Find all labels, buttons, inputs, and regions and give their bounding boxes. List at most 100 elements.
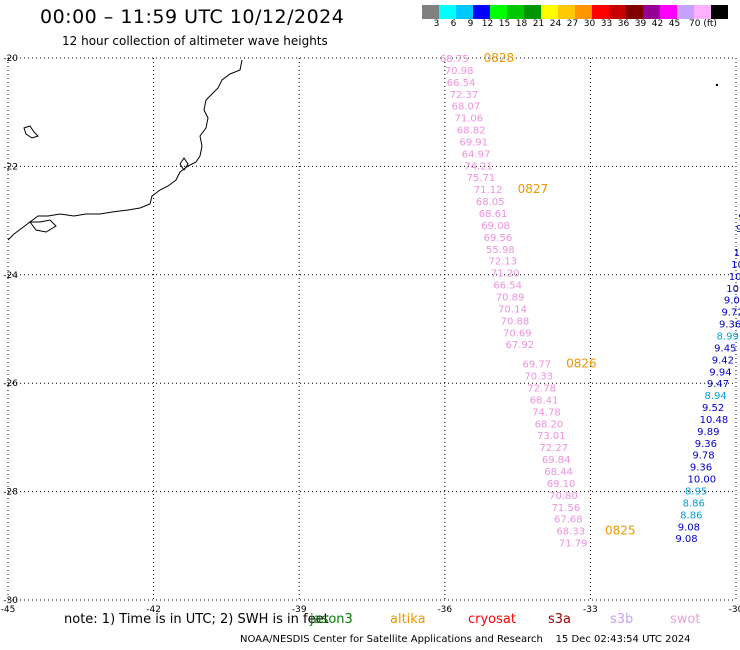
wave-height-value: 68.07	[452, 102, 481, 113]
wave-height-value: 69.84	[542, 455, 571, 466]
colorbar-swatch	[711, 5, 728, 19]
track-time-labels: 082808270826082509430	[484, 51, 636, 538]
colorbar-swatch	[490, 5, 507, 19]
colorbar-swatch	[507, 5, 524, 19]
lon-tick-label: -42	[146, 605, 161, 615]
lat-tick-label: -22	[3, 162, 18, 172]
wave-height-value: 70.80	[549, 491, 578, 502]
wave-height-value: 68.05	[476, 197, 505, 208]
wave-height-value: 69.77	[522, 360, 551, 371]
satellite-legend-item: altika	[390, 612, 426, 627]
wave-height-value: 10.01	[726, 284, 740, 295]
wave-height-value: 75.71	[467, 173, 496, 184]
wave-height-value: 71.20	[491, 269, 520, 280]
colorbar-labels: 3 6 9 12 15 18 21 24 27 30 33 36 39 42 45 70 (ft)	[428, 19, 729, 29]
colorbar-swatch	[422, 5, 439, 19]
island-1	[23, 125, 39, 139]
wave-height-value: 67.92	[505, 340, 534, 351]
wave-height-value: 10.00	[687, 475, 716, 486]
colorbar-swatch	[643, 5, 660, 19]
wave-height-value: 68.75	[440, 54, 469, 65]
lon-tick-label: -39	[292, 605, 307, 615]
wave-height-value: 9.08	[675, 534, 697, 545]
wave-height-value: 66.54	[447, 78, 476, 89]
wave-height-value: 9.08	[678, 522, 700, 533]
wave-height-value: 72.13	[488, 257, 517, 268]
wave-height-value: 10.47	[731, 260, 740, 271]
wave-height-value: 9.89	[697, 427, 719, 438]
wave-height-value: 8.99	[717, 332, 739, 343]
lat-tick-label: -28	[3, 488, 18, 498]
wave-height-value: 72.37	[450, 90, 479, 101]
wave-height-value: 69.08	[481, 221, 510, 232]
wave-height-value: 69.10	[547, 479, 576, 490]
wave-height-value: 70.98	[445, 66, 474, 77]
coastline	[7, 59, 719, 241]
wave-height-value: 9.36	[690, 463, 712, 474]
colorbar-label: 21	[532, 19, 545, 29]
map-title: 00:00 – 11:59 UTC 10/12/2024	[40, 6, 345, 28]
coastline-lagoon	[29, 219, 57, 233]
colorbar-label: 24	[549, 19, 562, 29]
island-dot	[715, 83, 719, 87]
wave-height-value: 55.98	[486, 245, 515, 256]
colorbar-swatch	[439, 5, 456, 19]
wave-height-value: 9.05	[724, 296, 740, 307]
lat-tick-label: -20	[3, 54, 18, 64]
colorbar-label: 42	[651, 19, 664, 29]
wave-height-value: 69.56	[484, 233, 513, 244]
wave-height-value: 8.95	[685, 487, 707, 498]
wave-height-value: 8.86	[680, 510, 702, 521]
colorbar-label: 12	[481, 19, 494, 29]
colorbar-label: 45	[668, 19, 681, 29]
lon-tick-label: -30	[729, 605, 740, 615]
wave-height-value: 9.45	[714, 343, 736, 354]
wave-height-value: 66.54	[493, 281, 522, 292]
lon-tick-label: -36	[437, 605, 452, 615]
colorbar-swatch	[473, 5, 490, 19]
colorbar-swatch	[541, 5, 558, 19]
wave-height-value: 9.36	[719, 320, 740, 331]
colorbar-label: 39	[634, 19, 647, 29]
wave-height-value: 73.01	[537, 431, 566, 442]
wave-height-value: 9.52	[702, 403, 724, 414]
colorbar-label: 18	[515, 19, 528, 29]
satellite-legend-item: s3b	[610, 612, 634, 627]
coastline-path	[7, 59, 243, 241]
credits-text: NOAA/NESDIS Center for Satellite Applica…	[240, 634, 691, 645]
track-blue: 11.11.11.9.811.310.111.010.779.9511.5110…	[675, 212, 740, 545]
wave-height-value: 10.48	[700, 415, 729, 426]
wave-height-value: 70.33	[524, 372, 553, 383]
pass-time-label: 0828	[484, 51, 515, 65]
wave-height-value: 9.47	[707, 379, 729, 390]
wave-height-value: 69.91	[459, 137, 488, 148]
colorbar-label: 27	[566, 19, 579, 29]
lon-tick-label: -45	[1, 605, 16, 615]
wave-height-value: 74.21	[464, 161, 493, 172]
colorbar-swatches	[422, 5, 729, 19]
wave-height-value: 10.95	[729, 272, 740, 283]
colorbar-swatch	[524, 5, 541, 19]
colorbar-swatch	[660, 5, 677, 19]
wave-height-value: 68.61	[479, 209, 508, 220]
lat-tick-label: -26	[3, 379, 18, 389]
wave-height-value: 9.88	[738, 212, 740, 223]
axis-tick-labels: -45 -42 -39 -36 -33 -30 -20 -22 -24 -26 -28 -30	[1, 54, 740, 615]
wave-height-value: 71.79	[559, 539, 588, 550]
colorbar-label: 30	[583, 19, 596, 29]
satellite-legend-item: cryosat	[468, 612, 516, 627]
wave-height-value: 70.89	[496, 292, 525, 303]
satellite-legend-item: jason3	[310, 612, 353, 627]
wave-height-value: 72.27	[539, 443, 568, 454]
colorbar-label: 70 (ft)	[689, 19, 717, 29]
wave-height-value: 9.72	[721, 308, 740, 319]
wave-height-value: 68.33	[556, 527, 585, 538]
colorbar-legend: 3 6 9 12 15 18 21 24 27 30 33 36 39 42 45 70 (ft)	[422, 5, 729, 29]
pass-time-label: 0825	[605, 524, 636, 538]
colorbar-label: 6	[450, 19, 457, 29]
pass-time-label: 0827	[518, 182, 549, 196]
track-pink: 68.7570.9866.5472.3768.0771.0668.8269.91…	[440, 54, 588, 550]
wave-height-value: 9.42	[712, 355, 734, 366]
wave-height-value: 71.56	[552, 503, 581, 514]
